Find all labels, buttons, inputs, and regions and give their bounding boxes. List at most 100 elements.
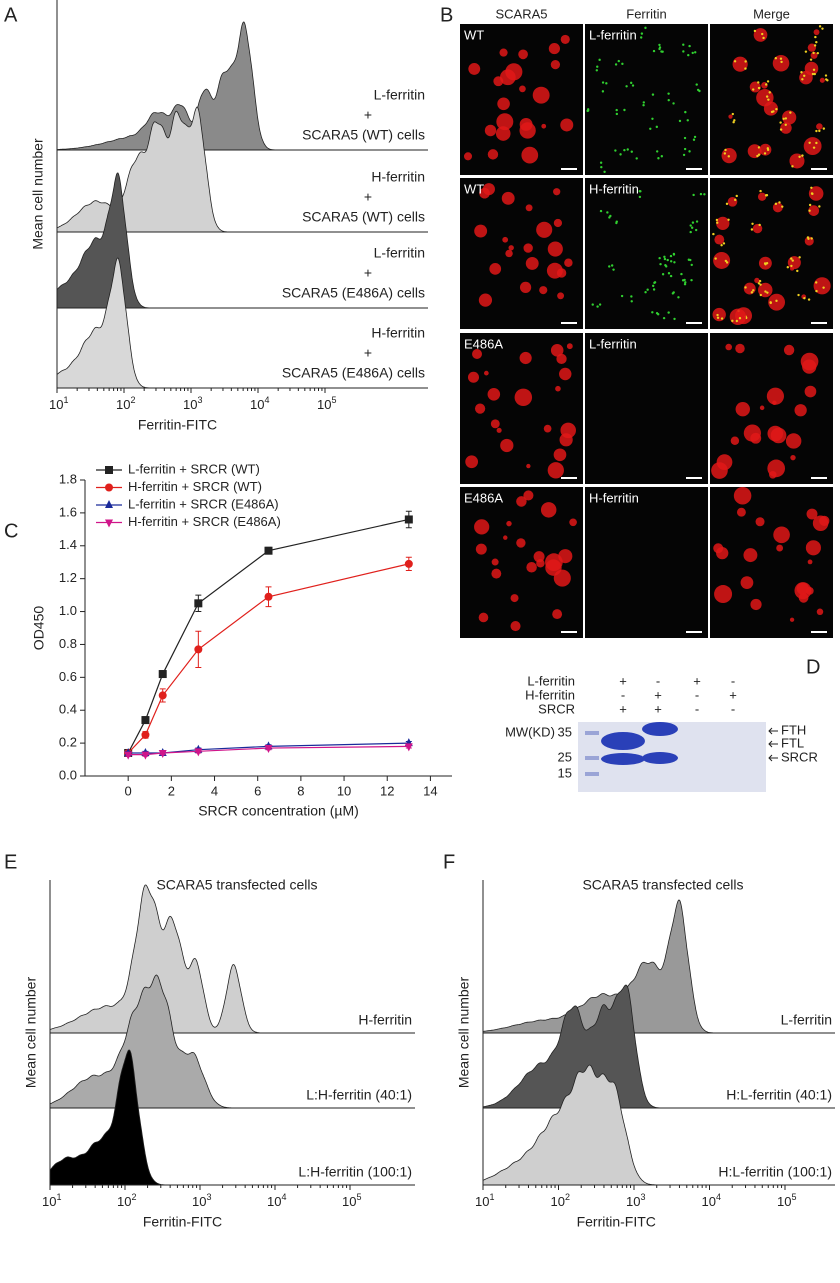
particle bbox=[779, 128, 783, 131]
x-axis-title: Ferritin-FITC bbox=[138, 417, 217, 433]
particle bbox=[692, 138, 696, 141]
particle bbox=[818, 25, 822, 28]
particle bbox=[791, 259, 794, 262]
cell bbox=[502, 236, 509, 243]
particle bbox=[767, 98, 770, 101]
data-point bbox=[141, 751, 150, 760]
cell bbox=[490, 419, 500, 429]
cell bbox=[539, 286, 548, 295]
particle bbox=[780, 60, 783, 64]
particle bbox=[596, 65, 599, 68]
data-point bbox=[404, 515, 413, 524]
tick-base: 10 bbox=[49, 397, 63, 412]
cell bbox=[819, 77, 825, 83]
particle bbox=[744, 67, 747, 70]
particle bbox=[690, 226, 694, 229]
tick-exponent: 1 bbox=[56, 1192, 61, 1202]
cell bbox=[783, 344, 795, 356]
tick-base: 10 bbox=[250, 397, 264, 412]
data-point bbox=[124, 751, 133, 760]
tick-base: 10 bbox=[342, 1194, 356, 1209]
cell bbox=[479, 187, 490, 199]
particle bbox=[800, 71, 803, 74]
condition-label: H-ferritin bbox=[525, 687, 575, 702]
particle bbox=[716, 313, 719, 317]
micrograph bbox=[585, 333, 708, 484]
particle bbox=[775, 299, 778, 303]
particle bbox=[598, 303, 602, 306]
band-arrow bbox=[768, 740, 778, 748]
cell bbox=[514, 388, 533, 407]
particle bbox=[691, 51, 694, 55]
particle bbox=[815, 289, 818, 293]
particle bbox=[725, 261, 729, 264]
particle bbox=[659, 262, 662, 266]
cell bbox=[743, 548, 758, 563]
particle bbox=[757, 81, 760, 84]
particle bbox=[810, 237, 813, 240]
particle bbox=[667, 311, 670, 314]
legend-label: L-ferritin + SRCR (E486A) bbox=[128, 496, 279, 511]
particle bbox=[595, 69, 599, 72]
cell bbox=[713, 543, 724, 554]
y-axis-title: Mean cell number bbox=[456, 977, 472, 1089]
cell bbox=[566, 343, 573, 350]
cell bbox=[543, 424, 552, 433]
particle bbox=[658, 47, 661, 51]
particle bbox=[789, 111, 792, 114]
cell bbox=[789, 617, 795, 622]
particle bbox=[796, 269, 799, 273]
cell bbox=[804, 385, 817, 398]
particle bbox=[615, 112, 619, 116]
cell bbox=[740, 576, 754, 589]
trace-label: H-ferritin bbox=[358, 1012, 412, 1028]
legend-label: L-ferritin + SRCR (WT) bbox=[128, 461, 260, 476]
tick-exponent: 3 bbox=[206, 1192, 211, 1202]
particle bbox=[694, 51, 697, 54]
cell bbox=[560, 422, 576, 439]
cell bbox=[472, 349, 483, 360]
condition-sign: - bbox=[695, 687, 699, 702]
data-point bbox=[158, 749, 167, 758]
cell bbox=[468, 62, 481, 75]
cell bbox=[735, 343, 745, 354]
particle bbox=[610, 264, 614, 267]
particle bbox=[807, 298, 811, 301]
particle bbox=[673, 317, 676, 321]
x-tick-label: 105 bbox=[342, 1192, 361, 1209]
cell bbox=[732, 56, 748, 72]
band-label: FTL bbox=[781, 735, 804, 750]
particle bbox=[684, 110, 687, 114]
condition-sign: + bbox=[619, 701, 627, 716]
particle bbox=[689, 258, 692, 262]
cell bbox=[553, 448, 567, 462]
particle bbox=[758, 279, 762, 283]
cell bbox=[772, 202, 783, 213]
cell bbox=[756, 89, 774, 107]
trace-label: + bbox=[364, 265, 372, 281]
cell bbox=[506, 520, 512, 527]
particle bbox=[724, 148, 727, 152]
particle bbox=[808, 209, 811, 212]
cell bbox=[484, 370, 489, 376]
cell bbox=[799, 70, 813, 85]
series-line bbox=[128, 745, 409, 756]
particle bbox=[766, 147, 770, 150]
tick-base: 10 bbox=[116, 397, 130, 412]
cell bbox=[800, 352, 819, 371]
particle bbox=[669, 260, 673, 263]
particle bbox=[752, 289, 755, 292]
cell bbox=[525, 256, 539, 270]
cell bbox=[790, 454, 796, 461]
x-axis-title: SRCR concentration (µM) bbox=[198, 803, 359, 819]
particle bbox=[759, 293, 762, 297]
cell bbox=[547, 462, 564, 479]
cell bbox=[766, 387, 784, 405]
particle bbox=[814, 35, 817, 39]
cell bbox=[772, 54, 790, 72]
particle bbox=[727, 218, 730, 221]
particle bbox=[638, 195, 642, 199]
particle bbox=[658, 256, 661, 260]
particle bbox=[682, 153, 686, 157]
tick-exponent: 5 bbox=[791, 1192, 796, 1202]
